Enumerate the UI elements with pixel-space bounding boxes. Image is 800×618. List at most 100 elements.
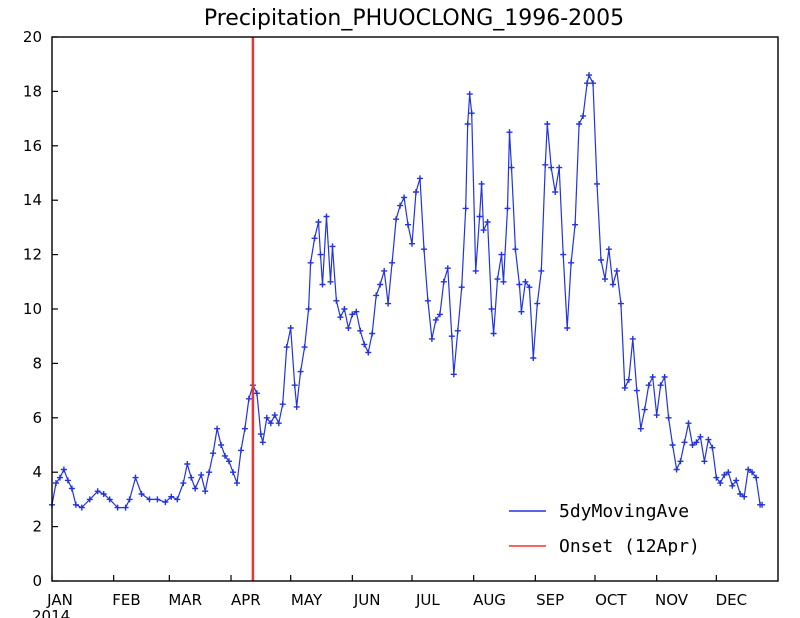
data-point-marker <box>586 72 592 79</box>
data-point-marker <box>753 474 760 481</box>
data-point-marker <box>311 235 318 242</box>
y-tick-label: 0 <box>32 572 42 590</box>
data-point-marker <box>685 420 692 427</box>
data-point-marker <box>253 390 260 397</box>
y-tick-label: 10 <box>23 300 42 318</box>
data-point-marker <box>590 80 596 87</box>
data-point-marker <box>301 344 308 351</box>
data-point-marker <box>478 180 485 187</box>
data-point-marker <box>397 202 404 209</box>
x-tick-label: JUN <box>353 591 381 609</box>
data-point-marker <box>512 246 519 253</box>
data-point-marker <box>72 501 79 508</box>
data-point-marker <box>468 110 475 117</box>
data-point-marker <box>60 466 67 473</box>
data-point-marker <box>526 284 533 291</box>
data-point-marker <box>180 480 187 487</box>
data-point-marker <box>745 466 752 473</box>
data-point-marker <box>717 480 724 487</box>
data-point-marker <box>759 501 766 508</box>
axes: 0 2 4 6 8 10 12 14 16 18 20 JAN FEB MAR APR MAY JUN JUL AU… <box>23 28 779 618</box>
y-tick-label: 4 <box>32 463 42 481</box>
data-point-marker <box>621 384 628 391</box>
data-point-marker <box>701 458 708 465</box>
data-point-marker <box>480 227 487 234</box>
data-point-marker <box>454 327 461 334</box>
plot-area <box>49 37 766 581</box>
data-point-marker <box>234 480 240 487</box>
data-point-marker <box>64 477 71 484</box>
data-point-marker <box>168 493 175 500</box>
data-point-marker <box>405 221 411 228</box>
data-point-marker <box>417 175 423 182</box>
data-point-marker <box>580 112 587 119</box>
data-point-marker <box>498 251 505 258</box>
data-point-marker <box>508 164 515 171</box>
data-point-marker <box>530 355 537 361</box>
data-point-marker <box>283 344 290 351</box>
chart-title: Precipitation_PHUOCLONG_1996-2005 <box>204 6 624 31</box>
data-point-marker <box>713 474 720 481</box>
data-point-marker <box>653 412 660 419</box>
data-point-marker <box>677 458 684 465</box>
data-point-marker <box>749 469 756 476</box>
data-point-marker <box>645 382 652 389</box>
data-point-marker <box>53 480 59 487</box>
x-tick-label: APR <box>231 591 261 609</box>
data-point-marker <box>100 491 107 497</box>
data-point-marker <box>542 161 549 168</box>
data-point-marker <box>649 374 656 380</box>
data-point-marker <box>218 442 225 448</box>
data-point-marker <box>534 300 541 307</box>
plot-frame <box>51 36 779 582</box>
data-point-marker <box>466 91 473 98</box>
data-point-marker <box>259 439 266 446</box>
data-point-marker <box>709 444 716 451</box>
data-point-marker <box>673 466 680 473</box>
data-point-marker <box>657 382 664 389</box>
data-point-marker <box>287 325 294 331</box>
data-point-marker <box>401 194 408 201</box>
data-point-marker <box>78 504 85 511</box>
data-point-marker <box>440 278 447 285</box>
x-tick-label: JAN <box>46 591 73 609</box>
data-point-marker <box>222 452 228 459</box>
data-point-marker <box>617 300 624 307</box>
y-tick-label: 14 <box>23 191 42 209</box>
data-point-marker <box>494 276 501 283</box>
data-point-marker <box>192 485 199 492</box>
data-point-marker <box>230 469 236 476</box>
data-point-marker <box>291 382 298 389</box>
data-point-marker <box>385 300 392 307</box>
year-label: 2014 <box>32 607 70 618</box>
data-point-marker <box>349 311 356 318</box>
data-point-marker <box>693 439 700 446</box>
x-tick-label: NOV <box>655 591 689 609</box>
y-tick-label: 18 <box>23 82 42 100</box>
data-point-marker <box>681 439 688 446</box>
data-point-marker <box>315 219 322 225</box>
data-point-marker <box>450 371 457 378</box>
data-point-marker <box>345 325 352 331</box>
data-point-marker <box>245 395 252 402</box>
data-point-marker <box>94 488 101 495</box>
data-point-marker <box>560 251 567 258</box>
data-point-marker <box>353 308 360 315</box>
data-point-marker <box>472 267 479 274</box>
data-point-marker <box>184 461 191 467</box>
data-point-marker <box>307 259 314 266</box>
data-point-marker <box>421 246 427 253</box>
data-point-marker <box>721 471 728 478</box>
x-tick-label: AUG <box>473 591 506 609</box>
x-tick-label: DEC <box>716 591 748 609</box>
data-point-marker <box>214 425 221 432</box>
data-point-marker <box>613 267 620 274</box>
data-point-marker <box>568 259 575 266</box>
data-point-marker <box>633 387 640 394</box>
data-point-marker <box>409 240 415 247</box>
x-tick-label: JUL <box>415 591 440 609</box>
data-point-marker <box>393 216 400 223</box>
data-point-marker <box>106 496 113 503</box>
data-point-marker <box>126 496 133 503</box>
y-tick-label: 6 <box>32 409 42 427</box>
